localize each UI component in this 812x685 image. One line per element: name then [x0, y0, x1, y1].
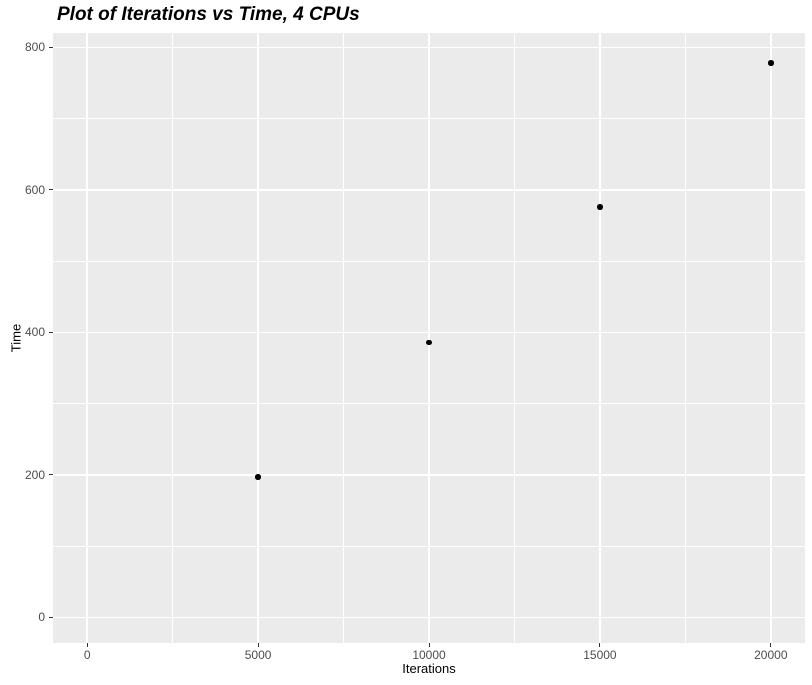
plot-panel: [53, 33, 805, 643]
gridline-x-minor: [684, 33, 686, 643]
y-tick-mark: [49, 616, 53, 618]
y-tick-mark: [49, 474, 53, 476]
gridline-y-major: [53, 331, 805, 334]
gridline-y-major: [53, 616, 805, 619]
y-tick-label: 800: [24, 40, 45, 55]
x-tick-mark: [257, 643, 259, 647]
gridline-x-major: [599, 33, 601, 643]
x-tick-mark: [770, 643, 772, 647]
x-tick-label: 15000: [583, 648, 617, 662]
gridline-x-major: [770, 33, 772, 643]
y-tick-mark: [49, 331, 53, 333]
gridline-x-major: [86, 33, 88, 643]
y-tick-label: 400: [24, 325, 45, 340]
x-tick-mark: [86, 643, 88, 647]
x-tick-label: 10000: [412, 648, 446, 662]
gridline-y-major: [53, 474, 805, 476]
gridline-x-major: [428, 33, 430, 643]
y-tick-label: 0: [38, 610, 45, 625]
gridline-x-minor: [172, 33, 174, 643]
y-tick-mark: [49, 189, 53, 191]
x-tick-mark: [599, 643, 601, 647]
data-point: [597, 204, 603, 210]
gridline-y-major: [53, 46, 805, 48]
gridline-x-major: [257, 33, 259, 643]
y-tick-label: 200: [24, 467, 45, 482]
x-axis-title: Iterations: [402, 661, 456, 676]
gridline-y-major: [53, 189, 805, 191]
y-axis-title: Time: [8, 323, 24, 353]
y-tick-label: 600: [24, 182, 45, 197]
data-point: [255, 474, 261, 480]
y-tick-mark: [49, 46, 53, 48]
gridline-x-minor: [343, 33, 345, 643]
x-tick-mark: [428, 643, 430, 647]
data-point: [768, 60, 774, 66]
x-tick-label: 5000: [244, 648, 272, 662]
chart-title: Plot of Iterations vs Time, 4 CPUs: [57, 4, 360, 25]
x-tick-label: 0: [83, 648, 91, 662]
data-point: [426, 339, 432, 346]
gridline-x-minor: [513, 33, 515, 643]
x-tick-label: 20000: [754, 648, 788, 662]
